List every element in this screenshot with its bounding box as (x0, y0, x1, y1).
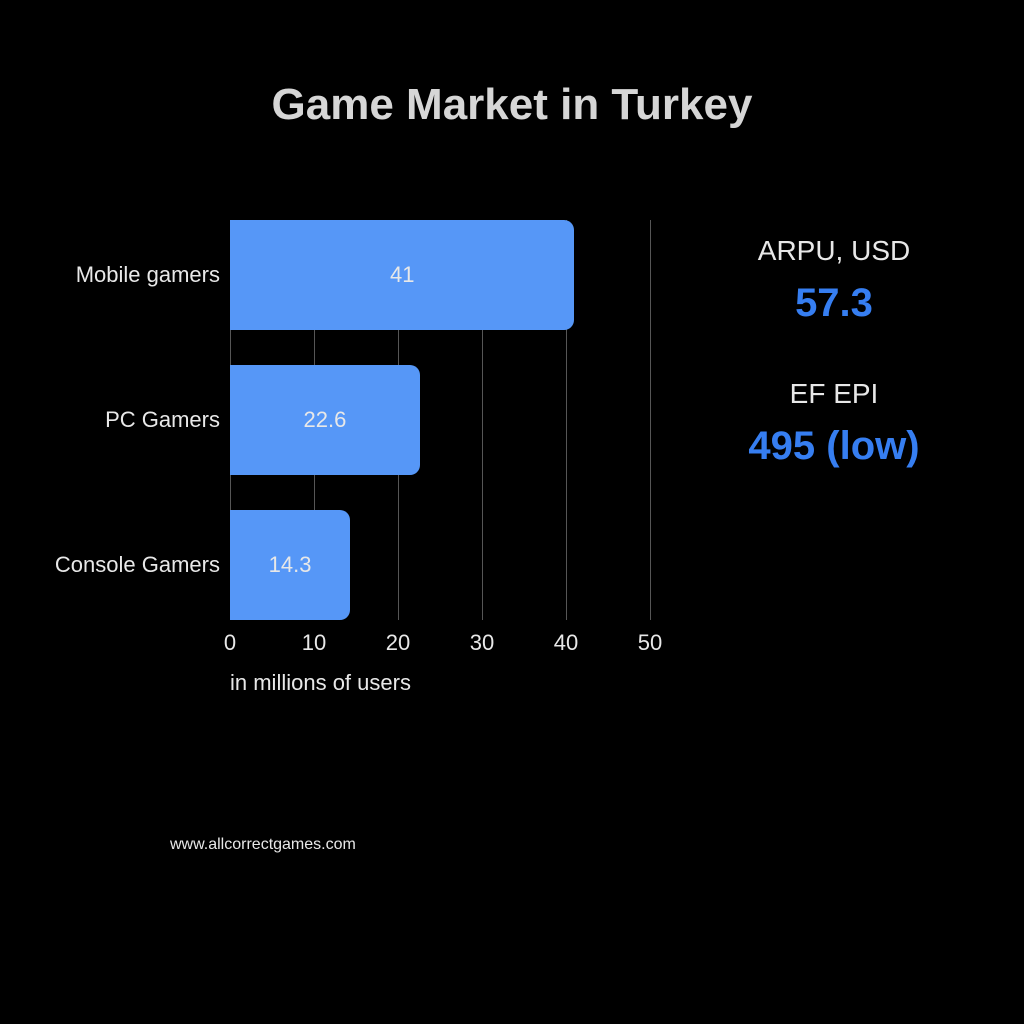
stat-label: EF EPI (704, 378, 964, 410)
stat-label: ARPU, USD (704, 235, 964, 267)
bar-value: 22.6 (304, 407, 347, 433)
x-tick: 40 (546, 630, 586, 656)
gridline (650, 220, 651, 620)
y-label: PC Gamers (20, 407, 220, 433)
stat-value: 57.3 (704, 281, 964, 326)
chart-plot: 41 22.6 14.3 (230, 220, 650, 620)
bar-value: 41 (390, 262, 414, 288)
bar-console-gamers: 14.3 (230, 510, 350, 620)
x-tick: 0 (210, 630, 250, 656)
stats-panel: ARPU, USD 57.3 EF EPI 495 (low) (704, 235, 964, 521)
y-label: Mobile gamers (20, 262, 220, 288)
stat-arpu: ARPU, USD 57.3 (704, 235, 964, 326)
x-axis-label: in millions of users (230, 670, 411, 696)
bar-mobile-gamers: 41 (230, 220, 574, 330)
x-tick: 50 (630, 630, 670, 656)
x-tick: 30 (462, 630, 502, 656)
y-label: Console Gamers (20, 552, 220, 578)
bar-chart: 41 22.6 14.3 Mobile gamers PC Gamers Con… (230, 220, 650, 660)
bar-value: 14.3 (269, 552, 312, 578)
bar-pc-gamers: 22.6 (230, 365, 420, 475)
footer-source: www.allcorrectgames.com (170, 836, 356, 854)
stat-value: 495 (low) (704, 424, 964, 469)
x-tick: 10 (294, 630, 334, 656)
page-title: Game Market in Turkey (0, 80, 1024, 130)
stat-efepi: EF EPI 495 (low) (704, 378, 964, 469)
x-tick: 20 (378, 630, 418, 656)
